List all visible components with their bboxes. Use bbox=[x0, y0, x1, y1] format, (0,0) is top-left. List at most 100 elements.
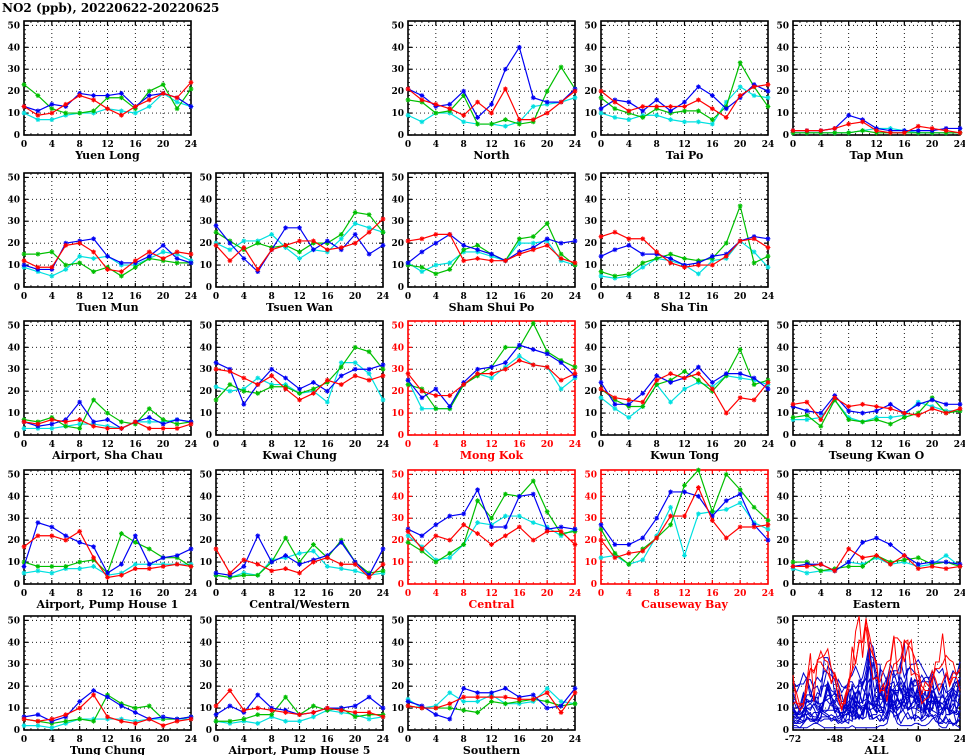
svg-text:4: 4 bbox=[49, 440, 55, 450]
series-blue bbox=[790, 393, 963, 416]
svg-text:20: 20 bbox=[199, 387, 212, 397]
svg-text:30: 30 bbox=[776, 660, 789, 670]
chart-southern: 0 10 20 30 40 50 0 4 8 12 16 20 24 Southern bbox=[391, 615, 582, 755]
svg-text:20: 20 bbox=[7, 239, 20, 249]
svg-text:10: 10 bbox=[776, 109, 789, 119]
chart-title: Yuen Long bbox=[74, 149, 140, 162]
svg-text:24: 24 bbox=[377, 589, 390, 599]
svg-text:4: 4 bbox=[433, 292, 439, 302]
series-red bbox=[405, 86, 578, 123]
svg-text:0: 0 bbox=[790, 440, 796, 450]
svg-text:12: 12 bbox=[293, 735, 306, 745]
series-cyan bbox=[598, 84, 771, 127]
chart-tseung-kwan-o: 0 10 20 30 40 50 0 4 8 12 16 20 24 Tseung Kwan O bbox=[776, 320, 965, 462]
series-blue bbox=[598, 234, 771, 268]
chart-title: Mong Kok bbox=[460, 449, 524, 462]
svg-text:24: 24 bbox=[569, 735, 582, 745]
svg-text:24: 24 bbox=[185, 589, 198, 599]
chart-title: Kwai Chung bbox=[262, 449, 337, 462]
svg-text:30: 30 bbox=[199, 365, 212, 375]
series-red bbox=[213, 688, 386, 720]
svg-text:16: 16 bbox=[513, 735, 526, 745]
svg-text:-72: -72 bbox=[785, 735, 801, 745]
svg-text:4: 4 bbox=[241, 440, 247, 450]
svg-text:10: 10 bbox=[7, 558, 20, 568]
svg-text:20: 20 bbox=[7, 536, 20, 546]
chart-panel-causeway-bay: 0 10 20 30 40 50 0 4 8 12 16 20 24 Causeway Bay bbox=[577, 457, 774, 611]
svg-text:24: 24 bbox=[185, 292, 198, 302]
svg-text:40: 40 bbox=[391, 492, 404, 502]
chart-sha-tin: 0 10 20 30 40 50 0 4 8 12 16 20 24 Sha Tin bbox=[584, 172, 774, 314]
svg-text:10: 10 bbox=[776, 704, 789, 714]
svg-text:0: 0 bbox=[405, 140, 411, 150]
svg-text:0: 0 bbox=[591, 131, 597, 141]
svg-text:30: 30 bbox=[391, 660, 404, 670]
svg-text:4: 4 bbox=[241, 292, 247, 302]
svg-text:24: 24 bbox=[762, 440, 775, 450]
series-red bbox=[21, 240, 194, 275]
svg-text:16: 16 bbox=[129, 440, 142, 450]
svg-text:10: 10 bbox=[7, 261, 20, 271]
series-red bbox=[598, 485, 771, 561]
svg-text:50: 50 bbox=[584, 321, 597, 331]
svg-text:12: 12 bbox=[870, 589, 883, 599]
svg-text:20: 20 bbox=[199, 239, 212, 249]
svg-text:4: 4 bbox=[433, 140, 439, 150]
svg-text:10: 10 bbox=[199, 409, 212, 419]
svg-text:30: 30 bbox=[391, 65, 404, 75]
chart-title: Sha Tin bbox=[661, 301, 708, 314]
svg-text:20: 20 bbox=[7, 682, 20, 692]
svg-text:20: 20 bbox=[776, 536, 789, 546]
svg-text:50: 50 bbox=[7, 321, 20, 331]
svg-text:20: 20 bbox=[349, 292, 362, 302]
chart-central: 0 10 20 30 40 50 0 4 8 12 16 20 24 Central bbox=[391, 469, 582, 611]
chart-title: Tung Chung bbox=[70, 744, 145, 755]
svg-text:10: 10 bbox=[391, 261, 404, 271]
svg-text:50: 50 bbox=[776, 616, 789, 626]
svg-text:0: 0 bbox=[783, 131, 789, 141]
svg-text:50: 50 bbox=[391, 470, 404, 480]
svg-text:0: 0 bbox=[591, 283, 597, 293]
svg-text:16: 16 bbox=[321, 589, 334, 599]
svg-text:10: 10 bbox=[7, 109, 20, 119]
svg-text:10: 10 bbox=[391, 409, 404, 419]
svg-text:20: 20 bbox=[541, 589, 554, 599]
svg-text:24: 24 bbox=[954, 440, 965, 450]
svg-text:8: 8 bbox=[461, 292, 467, 302]
svg-text:-24: -24 bbox=[868, 735, 884, 745]
svg-text:40: 40 bbox=[776, 343, 789, 353]
svg-text:16: 16 bbox=[513, 589, 526, 599]
svg-text:8: 8 bbox=[269, 440, 275, 450]
series-red bbox=[21, 692, 194, 729]
chart-tuen-mun: 0 10 20 30 40 50 0 4 8 12 16 20 24 Tuen Mun bbox=[7, 172, 198, 314]
svg-text:20: 20 bbox=[157, 735, 170, 745]
svg-text:20: 20 bbox=[391, 239, 404, 249]
chart-panel-sham-shui-po: 0 10 20 30 40 50 0 4 8 12 16 20 24 Sham Shui Po bbox=[384, 160, 582, 314]
svg-text:16: 16 bbox=[898, 440, 911, 450]
svg-text:12: 12 bbox=[678, 140, 691, 150]
svg-text:24: 24 bbox=[569, 589, 582, 599]
svg-text:30: 30 bbox=[391, 514, 404, 524]
svg-text:0: 0 bbox=[14, 726, 20, 736]
svg-text:0: 0 bbox=[21, 735, 27, 745]
svg-text:4: 4 bbox=[433, 589, 439, 599]
chart-title: Tseung Kwan O bbox=[829, 449, 925, 462]
svg-text:12: 12 bbox=[485, 292, 498, 302]
series-red bbox=[405, 690, 578, 715]
svg-text:10: 10 bbox=[391, 109, 404, 119]
svg-text:0: 0 bbox=[398, 726, 404, 736]
svg-text:8: 8 bbox=[654, 140, 660, 150]
svg-text:30: 30 bbox=[584, 65, 597, 75]
svg-text:20: 20 bbox=[391, 682, 404, 692]
svg-text:12: 12 bbox=[101, 292, 114, 302]
svg-text:0: 0 bbox=[591, 580, 597, 590]
svg-text:24: 24 bbox=[185, 140, 198, 150]
svg-text:0: 0 bbox=[915, 735, 921, 745]
chart-eastern: 0 10 20 30 40 50 0 4 8 12 16 20 24 Eastern bbox=[776, 469, 965, 611]
svg-text:40: 40 bbox=[584, 195, 597, 205]
svg-text:8: 8 bbox=[846, 589, 852, 599]
svg-text:4: 4 bbox=[626, 440, 632, 450]
svg-text:24: 24 bbox=[569, 292, 582, 302]
chart-airport-pump-house-5: 0 10 20 30 40 50 0 4 8 12 16 20 24 Airport, Pump Hous… bbox=[199, 615, 389, 755]
chart-airport-sha-chau: 0 10 20 30 40 50 0 4 8 12 16 20 24 Airport, Sha Chau bbox=[7, 320, 197, 462]
